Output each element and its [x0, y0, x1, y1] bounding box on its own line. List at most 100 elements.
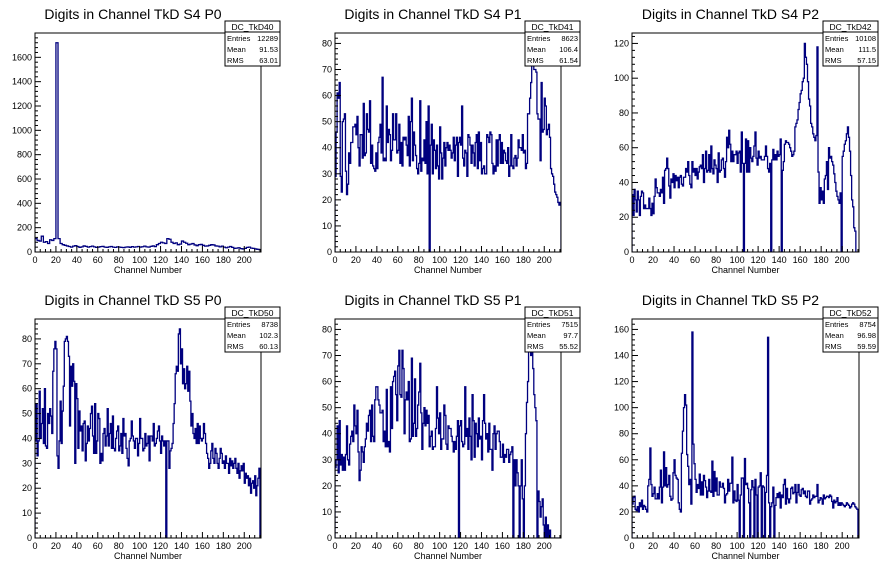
plot-frame: [34, 32, 262, 253]
y-tick-label: 50: [322, 403, 332, 413]
x-tick-label: 100: [132, 255, 147, 265]
x-tick-label: 120: [751, 255, 766, 265]
x-tick-label: 140: [174, 255, 189, 265]
stats-label-rms: RMS: [527, 342, 544, 351]
chart-title: Digits in Channel TkD S4 P2: [642, 6, 819, 22]
x-tick-label: 120: [453, 255, 468, 265]
x-tick-label: 160: [195, 541, 210, 551]
y-tick-label: 20: [322, 195, 332, 205]
x-tick-label: 160: [793, 255, 808, 265]
chart-title: Digits in Channel TkD S5 P0: [44, 292, 221, 308]
y-tick-label: 1000: [12, 125, 32, 135]
x-axis-label: Channel Number: [114, 551, 182, 561]
y-tick-label: 20: [619, 507, 629, 517]
stats-name: DC_TkD41: [531, 22, 573, 32]
x-tick-label: 180: [516, 255, 531, 265]
x-tick-label: 0: [32, 255, 37, 265]
x-tick-label: 20: [51, 541, 61, 551]
x-tick-label: 20: [648, 541, 658, 551]
chart-title: Digits in Channel TkD S4 P0: [44, 6, 221, 22]
y-tick-label: 0: [327, 533, 332, 543]
stats-value-mean: 111.5: [858, 45, 876, 54]
y-tick-label: 600: [17, 174, 32, 184]
stats-label-entries: Entries: [227, 320, 251, 329]
y-tick-label: 400: [17, 198, 32, 208]
y-tick-label: 20: [22, 483, 32, 493]
stats-box-frame: [224, 306, 281, 353]
stats-name: DC_TkD40: [231, 22, 273, 32]
x-tick-label: 20: [648, 255, 658, 265]
chart-panel: Digits in Channel TkD S5 P00 20 40 60 80 100 1…: [22, 292, 281, 561]
histogram-series: [632, 331, 859, 538]
y-tick-label: 40: [22, 433, 32, 443]
y-tick-label: 50: [322, 117, 332, 127]
stats-value-rms: 60.13: [259, 342, 278, 351]
stats-label-entries: Entries: [527, 34, 551, 43]
x-tick-label: 100: [730, 541, 745, 551]
stats-value-rms: 63.01: [259, 56, 278, 65]
x-tick-label: 60: [93, 255, 103, 265]
stats-label-entries: Entries: [527, 320, 551, 329]
x-tick-label: 40: [372, 541, 382, 551]
x-tick-label: 0: [332, 255, 337, 265]
x-tick-label: 60: [93, 541, 103, 551]
y-tick-label: 120: [614, 38, 629, 48]
chart-title: Digits in Channel TkD S5 P2: [642, 292, 819, 308]
y-tick-label: 60: [22, 384, 32, 394]
y-tick-label: 40: [322, 429, 332, 439]
x-tick-label: 20: [51, 255, 61, 265]
x-tick-label: 140: [772, 541, 787, 551]
stats-box-frame: [524, 306, 581, 353]
stats-box-frame: [524, 20, 581, 67]
stats-name: DC_TkD50: [231, 308, 273, 318]
stats-label-mean: Mean: [527, 331, 546, 340]
stats-label-rms: RMS: [227, 342, 244, 351]
x-tick-label: 100: [132, 541, 147, 551]
stats-label-entries: Entries: [825, 320, 849, 329]
x-tick-label: 100: [730, 255, 745, 265]
stats-name: DC_TkD42: [829, 22, 871, 32]
stats-name: DC_TkD51: [531, 308, 573, 318]
y-tick-label: 10: [22, 508, 32, 518]
x-tick-label: 80: [414, 541, 424, 551]
x-axis-label: Channel Number: [711, 551, 779, 561]
x-tick-label: 200: [835, 255, 850, 265]
x-tick-label: 40: [372, 255, 382, 265]
x-tick-label: 180: [216, 255, 231, 265]
x-tick-label: 60: [393, 255, 403, 265]
stats-box: DC_TkD40 Entries 12289 Mean 91.53 RMS 63.01: [224, 20, 281, 67]
x-tick-label: 0: [629, 255, 634, 265]
y-tick-label: 160: [614, 324, 629, 334]
y-tick-label: 0: [27, 533, 32, 543]
stats-label-entries: Entries: [825, 34, 849, 43]
x-tick-label: 180: [814, 541, 829, 551]
x-tick-label: 180: [216, 541, 231, 551]
y-tick-label: 0: [624, 533, 629, 543]
y-tick-label: 40: [322, 143, 332, 153]
y-tick-label: 1600: [12, 52, 32, 62]
stats-value-mean: 96.98: [857, 331, 876, 340]
x-tick-label: 140: [772, 255, 787, 265]
y-tick-label: 60: [619, 455, 629, 465]
y-tick-label: 70: [322, 65, 332, 75]
y-tick-label: 40: [619, 481, 629, 491]
x-tick-label: 40: [72, 255, 82, 265]
y-tick-label: 0: [327, 247, 332, 257]
y-tick-label: 60: [619, 143, 629, 153]
x-tick-label: 100: [432, 541, 447, 551]
x-axis-label: Channel Number: [414, 551, 482, 561]
histogram-series: [35, 42, 261, 252]
stats-box-frame: [822, 306, 879, 353]
x-tick-label: 140: [474, 255, 489, 265]
stats-box-frame: [822, 20, 879, 67]
stats-value-rms: 61.54: [559, 56, 578, 65]
x-tick-label: 120: [453, 541, 468, 551]
stats-label-mean: Mean: [227, 331, 246, 340]
y-tick-label: 80: [322, 38, 332, 48]
x-tick-label: 160: [495, 541, 510, 551]
chart-title: Digits in Channel TkD S5 P1: [344, 292, 521, 308]
stats-value-entries: 8754: [859, 320, 876, 329]
y-tick-label: 100: [614, 403, 629, 413]
stats-value-rms: 59.59: [857, 342, 876, 351]
y-tick-label: 100: [614, 73, 629, 83]
